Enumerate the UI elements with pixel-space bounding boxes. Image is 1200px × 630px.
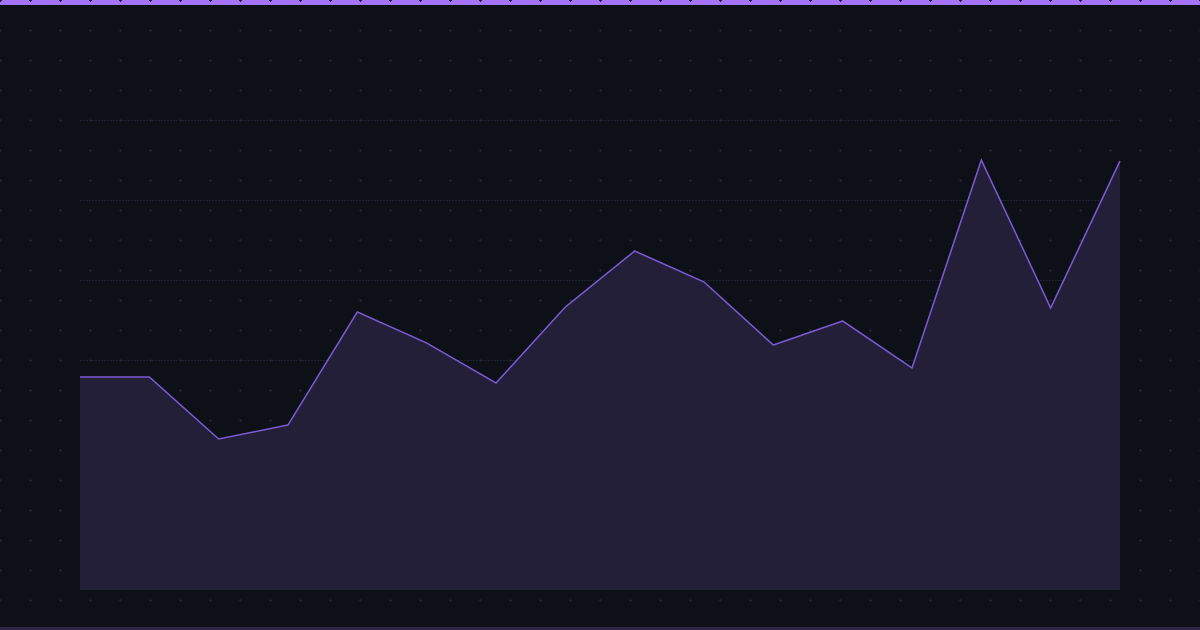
series-line — [80, 157, 1121, 440]
bottom-bar — [0, 627, 1200, 630]
data-points — [79, 159, 1121, 440]
area-fill — [80, 160, 1120, 590]
